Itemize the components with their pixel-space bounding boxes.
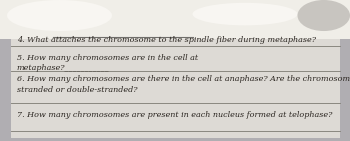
Ellipse shape [298, 0, 350, 31]
Text: 6. How many chromosomes are there in the cell at anaphase? Are the chromosomes s: 6. How many chromosomes are there in the… [17, 75, 350, 83]
Text: 5. How many chromosomes are in the cell at: 5. How many chromosomes are in the cell … [17, 54, 198, 62]
Bar [0, 0, 350, 39]
Text: 7. How many chromosomes are present in each nucleus formed at telophase?: 7. How many chromosomes are present in e… [17, 111, 332, 119]
Ellipse shape [7, 0, 112, 31]
Text: stranded or double-stranded?: stranded or double-stranded? [17, 86, 137, 94]
Text: 4. What attaches the chromosome to the spindle fiber during metaphase?: 4. What attaches the chromosome to the s… [17, 36, 316, 44]
Text: metaphase?___________: metaphase?___________ [17, 64, 109, 72]
Ellipse shape [193, 3, 298, 25]
